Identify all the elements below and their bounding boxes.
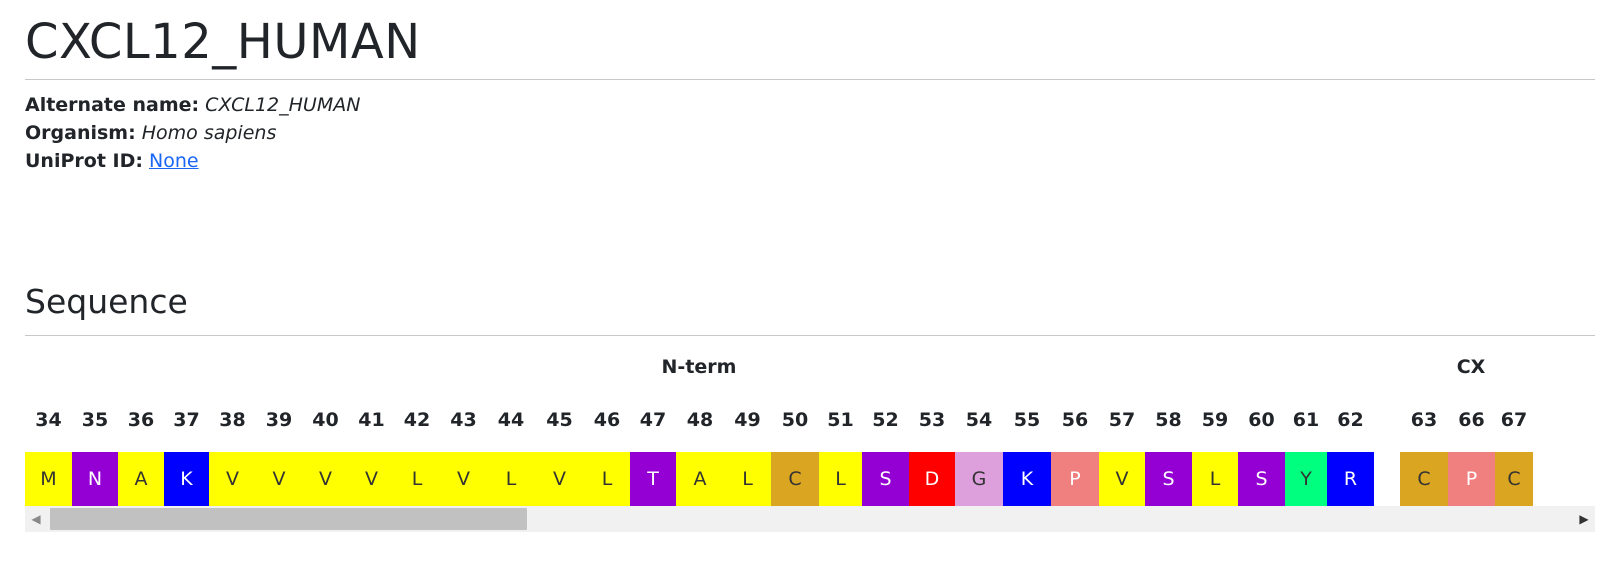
- residue-cell[interactable]: C: [771, 452, 819, 506]
- sequence-divider: [25, 335, 1595, 336]
- residue-number: 43: [450, 409, 477, 431]
- residue-number: 36: [127, 409, 155, 431]
- residue-cell[interactable]: K: [164, 452, 209, 506]
- residue-cell[interactable]: V: [302, 452, 349, 506]
- residue-cell[interactable]: N: [72, 452, 118, 506]
- residue-number: 67: [1500, 409, 1528, 431]
- residue-cell[interactable]: V: [440, 452, 487, 506]
- residue-cell[interactable]: P: [1051, 452, 1099, 506]
- residue-cell[interactable]: V: [349, 452, 394, 506]
- residue-cell[interactable]: A: [118, 452, 164, 506]
- residue-cell[interactable]: D: [909, 452, 955, 506]
- scrollbar-thumb[interactable]: [50, 508, 527, 530]
- residue-number: 38: [219, 409, 246, 431]
- residue-cell[interactable]: S: [1238, 452, 1285, 506]
- residue-number: 52: [872, 409, 899, 431]
- residue-cell[interactable]: T: [630, 452, 676, 506]
- residue-number: 47: [639, 409, 667, 431]
- residue-cell[interactable]: V: [1099, 452, 1145, 506]
- residue-cell[interactable]: V: [209, 452, 256, 506]
- residue-cell[interactable]: L: [724, 452, 771, 506]
- residue-number: 42: [403, 409, 431, 431]
- residue-cell[interactable]: C: [1400, 452, 1448, 506]
- residue-number: 34: [35, 409, 62, 431]
- alternate-name-label: Alternate name:: [25, 94, 200, 116]
- residue-number: 50: [781, 409, 809, 431]
- residue-number: 66: [1458, 409, 1485, 431]
- scroll-left-arrow-icon[interactable]: ◀: [31, 512, 41, 526]
- residue-number: 45: [546, 409, 573, 431]
- residue-cell[interactable]: L: [584, 452, 630, 506]
- residue-cell[interactable]: S: [1145, 452, 1192, 506]
- uniprot-row: UniProt ID: None: [25, 147, 360, 175]
- residue-cell[interactable]: C: [1495, 452, 1533, 506]
- residue-number: 40: [312, 409, 339, 431]
- residue-number: 37: [173, 409, 200, 431]
- residue-number: 57: [1108, 409, 1136, 431]
- residue-cell[interactable]: L: [1192, 452, 1238, 506]
- residue-number: 58: [1155, 409, 1182, 431]
- residue-number: 46: [593, 409, 621, 431]
- uniprot-id-link[interactable]: None: [149, 150, 199, 172]
- organism-label: Organism:: [25, 122, 136, 144]
- scroll-right-arrow-icon[interactable]: ▶: [1579, 512, 1589, 526]
- residue-number: 39: [265, 409, 293, 431]
- uniprot-label: UniProt ID:: [25, 150, 143, 172]
- residue-cell[interactable]: M: [25, 452, 72, 506]
- residue-cell[interactable]: S: [862, 452, 909, 506]
- organism-value: Homo sapiens: [141, 122, 277, 144]
- residue-cell[interactable]: L: [819, 452, 862, 506]
- region-label-cx: CX: [1456, 356, 1486, 378]
- residue-cell[interactable]: L: [487, 452, 535, 506]
- residue-number: 59: [1201, 409, 1229, 431]
- residue-cell[interactable]: V: [535, 452, 584, 506]
- residue-number: 35: [81, 409, 109, 431]
- organism-row: Organism: Homo sapiens: [25, 119, 360, 147]
- residue-cell[interactable]: G: [955, 452, 1003, 506]
- horizontal-scrollbar[interactable]: ◀ ▶: [25, 506, 1595, 532]
- residue-number: 63: [1410, 409, 1438, 431]
- residue-number: 49: [734, 409, 761, 431]
- residue-cell[interactable]: V: [256, 452, 302, 506]
- sequence-heading: Sequence: [25, 282, 188, 321]
- residue-cell[interactable]: P: [1448, 452, 1495, 506]
- residue-number: 54: [965, 409, 993, 431]
- residue-number: 44: [497, 409, 525, 431]
- residue-number: 51: [827, 409, 854, 431]
- residue-cell[interactable]: A: [676, 452, 724, 506]
- protein-metadata: Alternate name: CXCL12_HUMAN Organism: H…: [25, 91, 360, 175]
- residue-cell[interactable]: K: [1003, 452, 1051, 506]
- region-label-n-term: N-term: [661, 356, 737, 378]
- residue-number: 41: [358, 409, 385, 431]
- page-title: CXCL12_HUMAN: [25, 14, 421, 70]
- residue-number: 55: [1013, 409, 1041, 431]
- residue-cell[interactable]: R: [1327, 452, 1374, 506]
- residue-cell[interactable]: L: [394, 452, 440, 506]
- alternate-name-row: Alternate name: CXCL12_HUMAN: [25, 91, 360, 119]
- residue-cell[interactable]: Y: [1285, 452, 1327, 506]
- sequence-viewer[interactable]: N-term CX ◀ ▶ 34 M 35 N 36 A 37 K 38 V 39 V 40 V 41 V 42…: [25, 340, 1595, 532]
- residue-number: 56: [1061, 409, 1089, 431]
- residue-number: 48: [686, 409, 714, 431]
- alternate-name-value: CXCL12_HUMAN: [205, 94, 361, 116]
- residue-number: 62: [1337, 409, 1364, 431]
- residue-number: 60: [1248, 409, 1275, 431]
- residue-number: 61: [1292, 409, 1320, 431]
- residue-number: 53: [918, 409, 946, 431]
- title-divider: [25, 79, 1595, 80]
